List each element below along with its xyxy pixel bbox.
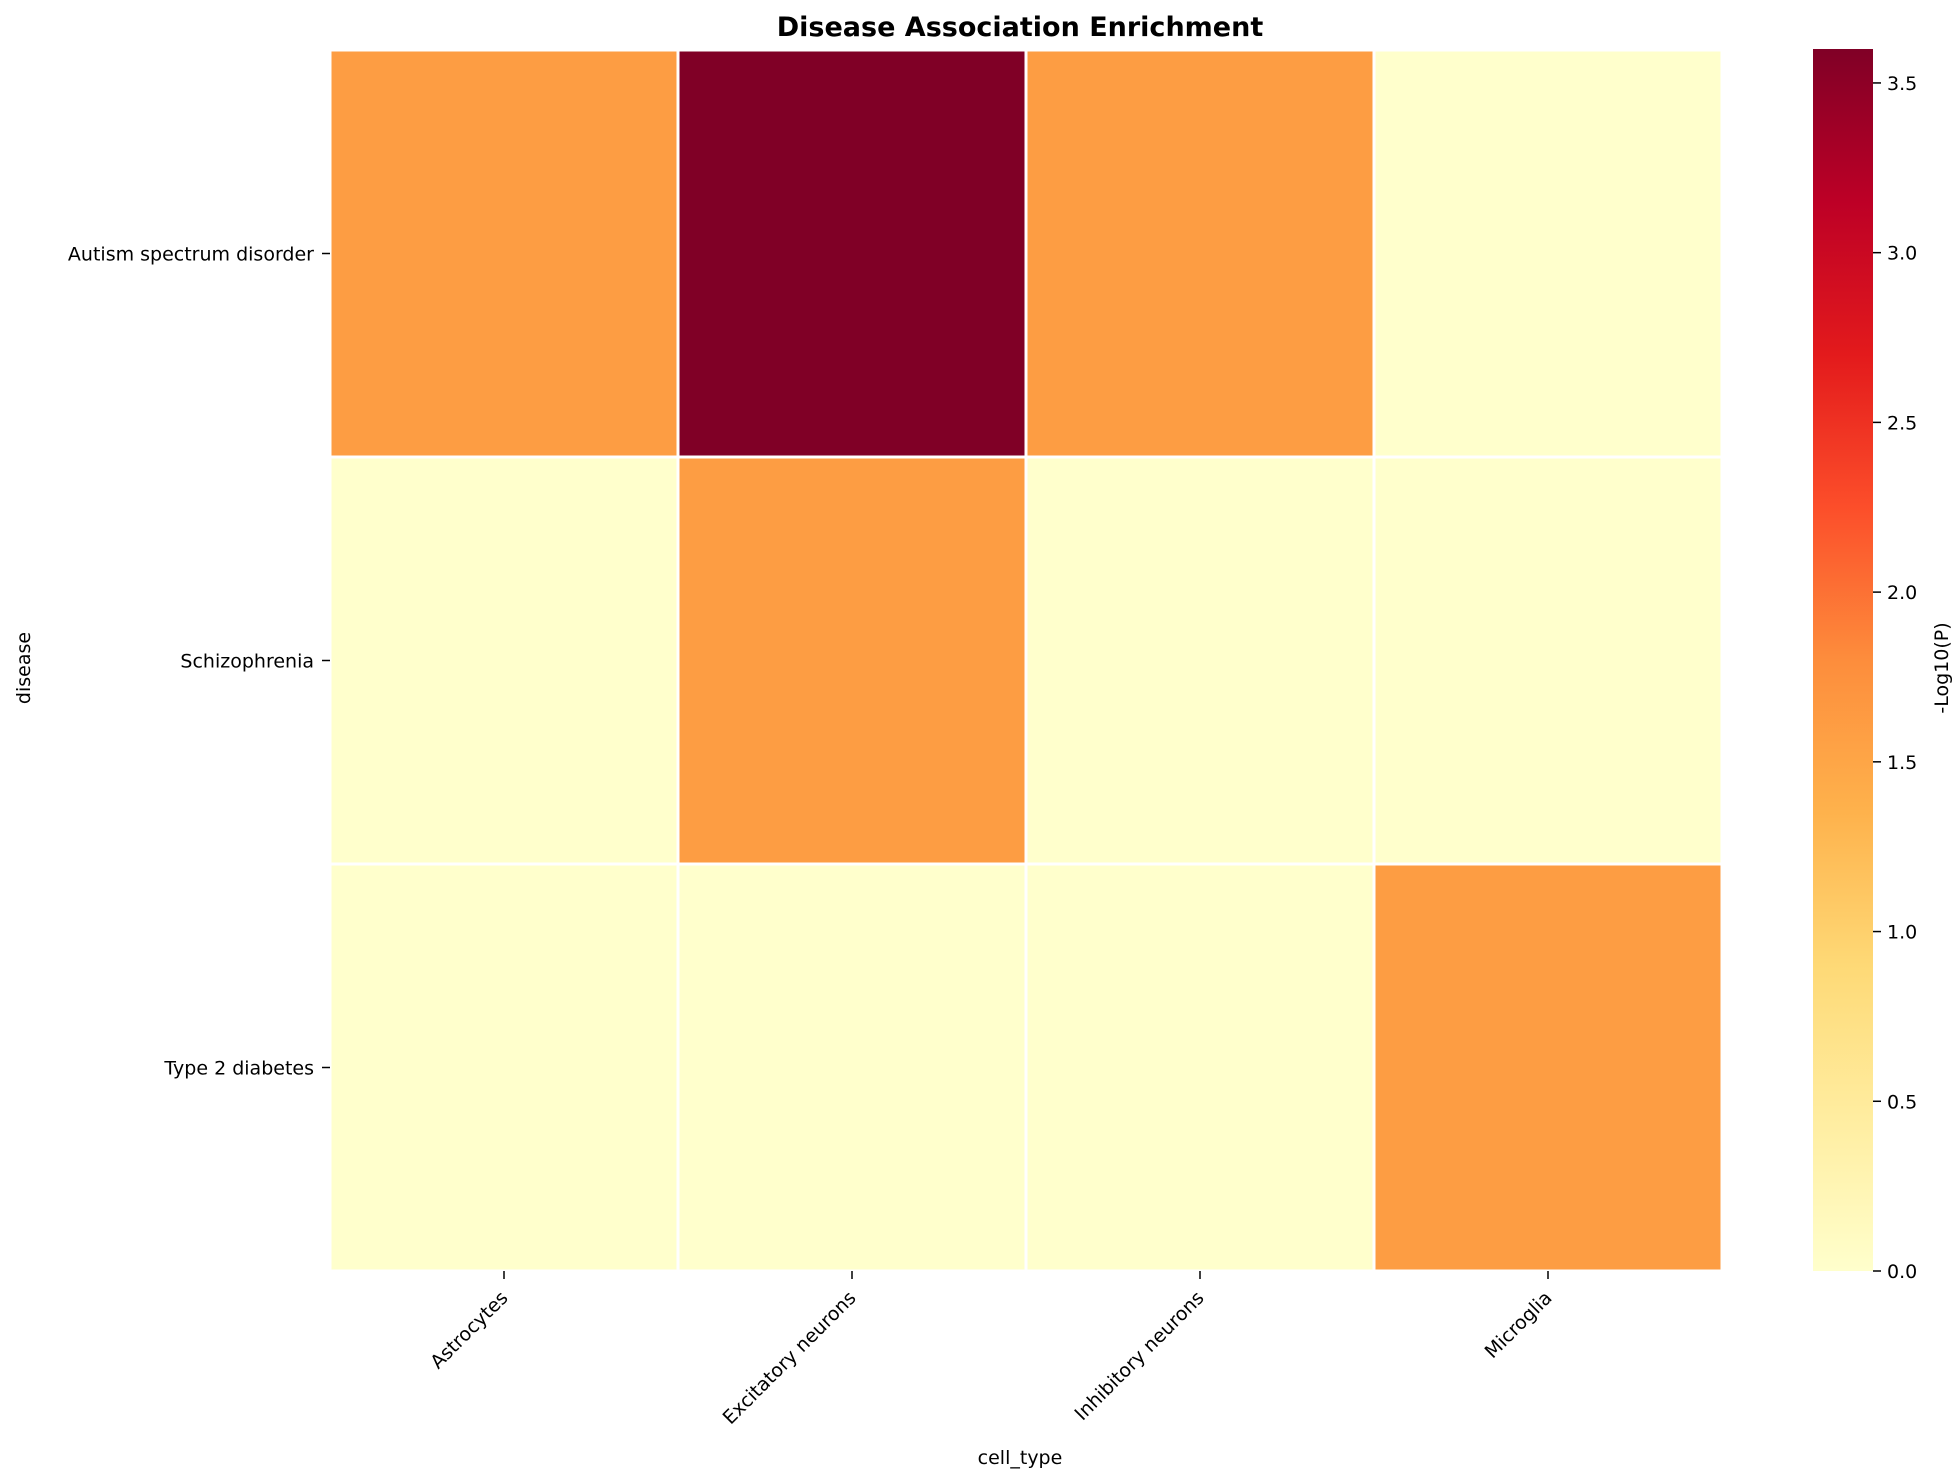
x-tick-label: Excitatory neurons xyxy=(719,1287,861,1429)
colorbar-tick-label: 3.5 xyxy=(1887,73,1917,95)
y-tick-label: Schizophrenia xyxy=(180,651,314,673)
heatmap-cell xyxy=(1372,862,1724,1273)
x-tick-label: Inhibitory neurons xyxy=(1070,1287,1208,1425)
y-axis-ticks: Autism spectrum disorder Schizophrenia Typ… xyxy=(68,244,330,1080)
x-axis-ticks: Astrocytes Excitatory neurons Inhibitory n… xyxy=(426,1271,1557,1429)
colorbar-label: -Log10(P) xyxy=(1931,622,1953,713)
colorbar-tick-label: 1.5 xyxy=(1887,752,1917,774)
colorbar-tick-label: 0.0 xyxy=(1887,1261,1917,1283)
heatmap-cell xyxy=(328,48,680,459)
heatmap-cell xyxy=(328,862,680,1273)
colorbar-tick-label: 2.5 xyxy=(1887,412,1917,434)
y-tick-label: Type 2 diabetes xyxy=(163,1058,314,1080)
y-tick-label: Autism spectrum disorder xyxy=(68,244,314,266)
x-axis-label: cell_type xyxy=(978,1447,1063,1469)
x-tick-label: Microglia xyxy=(1481,1287,1557,1363)
heatmap-cell xyxy=(1024,455,1376,866)
heatmap-cell xyxy=(328,455,680,866)
colorbar-tick-label: 2.0 xyxy=(1887,582,1917,604)
heatmap-cell xyxy=(676,862,1028,1273)
chart-title: Disease Association Enrichment xyxy=(777,12,1264,43)
heatmap-cell xyxy=(1372,455,1724,866)
heatmap-cell xyxy=(1024,48,1376,459)
heatmap-cells xyxy=(328,48,1724,1273)
colorbar-tick-label: 0.5 xyxy=(1887,1091,1917,1113)
heatmap-cell xyxy=(1024,862,1376,1273)
x-tick-label: Astrocytes xyxy=(426,1287,512,1373)
heatmap-cell xyxy=(676,455,1028,866)
colorbar-tick-label: 1.0 xyxy=(1887,922,1917,944)
colorbar: 0.0 0.5 1.0 1.5 2.0 2.5 3.0 3.5 xyxy=(1813,49,1917,1283)
colorbar-gradient xyxy=(1813,49,1873,1271)
heatmap-cell xyxy=(1372,48,1724,459)
colorbar-tick-label: 3.0 xyxy=(1887,243,1917,265)
heatmap-cell xyxy=(676,48,1028,459)
y-axis-label: disease xyxy=(13,632,35,704)
